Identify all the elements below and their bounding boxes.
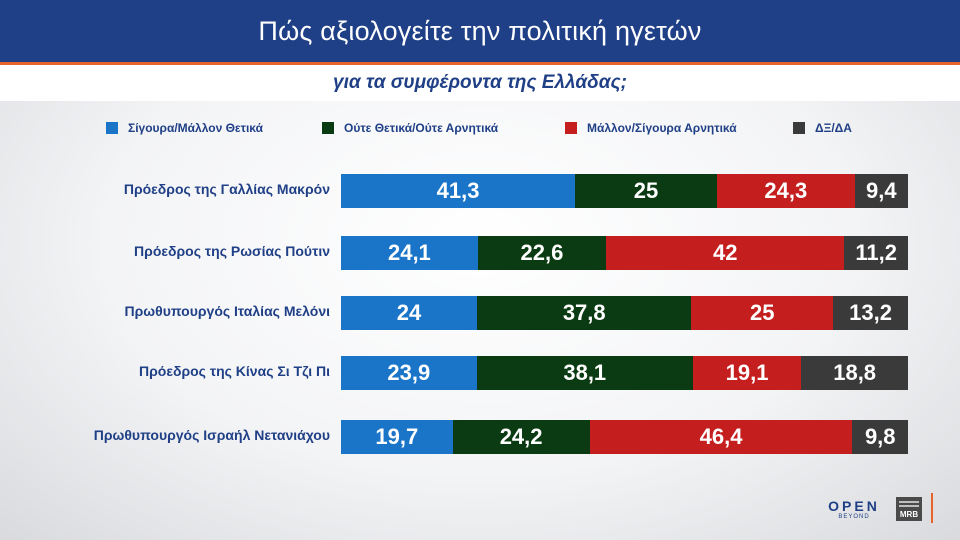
bar-value-label: 24,2 xyxy=(499,424,543,449)
legend-swatch-neutral xyxy=(322,122,334,134)
chart-subtitle: για τα συμφέροντα της Ελλάδας; xyxy=(333,72,627,93)
bar-segment-positive: 41,3 xyxy=(341,174,576,208)
bar-segment-neutral: 25 xyxy=(575,174,717,208)
bar-segment-negative: 25 xyxy=(691,296,834,330)
legend-swatch-positive xyxy=(106,122,118,134)
bar-value-label: 24,1 xyxy=(387,240,431,265)
legend-label-dk-na: ΔΞ/ΔΑ xyxy=(815,121,852,135)
bar-segment-dk-na: 18,8 xyxy=(801,356,908,390)
bar-value-label: 9,4 xyxy=(866,178,897,203)
bar-value-label: 9,8 xyxy=(864,424,896,449)
bar-value-label: 22,6 xyxy=(520,240,564,265)
bar-value-label: 25 xyxy=(633,178,659,203)
bar-value-label: 38,1 xyxy=(563,360,607,385)
brand-accent-mark xyxy=(931,493,933,523)
bar-segment-negative: 24,3 xyxy=(716,174,855,208)
mrb-logo-stripe xyxy=(899,505,919,507)
bar-value-label: 25 xyxy=(750,300,775,325)
bar-value-label: 19,7 xyxy=(375,424,419,449)
title-bar: Πώς αξιολογείτε την πολιτική ηγετών xyxy=(0,0,960,62)
bar-value-label: 41,3 xyxy=(436,178,480,203)
bar-segment-negative: 19,1 xyxy=(692,356,802,390)
legend-item-dk-na: ΔΞ/ΔΑ xyxy=(793,118,852,138)
legend-label-neutral: Ούτε Θετικά/Ούτε Αρνητικά xyxy=(344,121,499,135)
legend-swatch-negative xyxy=(565,122,577,134)
bar-segment-neutral: 22,6 xyxy=(477,236,607,270)
open-beyond-logo: OPEN BEYOND xyxy=(826,499,882,521)
bar-segment-negative: 46,4 xyxy=(589,420,853,454)
bar-segment-dk-na: 13,2 xyxy=(833,296,908,330)
bar-value-label: 19,1 xyxy=(725,360,769,385)
mrb-logo: MRB xyxy=(896,497,922,521)
legend-item-negative: Μάλλον/Σίγουρα Αρνητικά xyxy=(565,118,737,138)
bar-segment-positive: 24 xyxy=(341,296,478,330)
accent-divider xyxy=(0,62,960,65)
bar-segment-negative: 42 xyxy=(606,236,845,270)
row-label: Πρόεδρος της Κίνας Σι Τζι Πι xyxy=(139,363,330,379)
legend-label-negative: Μάλλον/Σίγουρα Αρνητικά xyxy=(587,121,737,135)
bar-value-label: 46,4 xyxy=(699,424,743,449)
mrb-logo-stripe xyxy=(899,501,919,503)
subtitle-bar: για τα συμφέροντα της Ελλάδας; xyxy=(0,65,960,101)
row-label: Πρωθυπουργός Ισραήλ Νετανιάχου xyxy=(93,427,330,443)
bar-value-label: 23,9 xyxy=(387,360,431,385)
bar-value-label: 13,2 xyxy=(849,300,892,325)
legend-item-positive: Σίγουρα/Μάλλον Θετικά xyxy=(106,118,263,138)
bar-value-label: 24 xyxy=(396,300,422,325)
bar-segment-positive: 19,7 xyxy=(341,420,453,454)
bar-segment-positive: 23,9 xyxy=(341,356,477,390)
row-label: Πρόεδρος της Ρωσίας Πούτιν xyxy=(134,243,330,259)
bar-segment-positive: 24,1 xyxy=(341,236,478,270)
legend-swatch-dk-na xyxy=(793,122,805,134)
legend-item-neutral: Ούτε Θετικά/Ούτε Αρνητικά xyxy=(322,118,498,138)
open-logo-subtext: BEYOND xyxy=(838,514,870,520)
bar-value-label: 37,8 xyxy=(562,300,606,325)
row-label: Πρόεδρος της Γαλλίας Μακρόν xyxy=(123,181,330,197)
chart-title: Πώς αξιολογείτε την πολιτική ηγετών xyxy=(258,15,702,46)
legend: Σίγουρα/Μάλλον Θετικά Ούτε Θετικά/Ούτε Α… xyxy=(0,118,960,138)
bar-value-label: 18,8 xyxy=(833,360,877,385)
bar-value-label: 24,3 xyxy=(764,178,808,203)
legend-label-positive: Σίγουρα/Μάλλον Θετικά xyxy=(128,121,263,135)
open-logo-text: OPEN xyxy=(828,498,880,514)
bar-segment-neutral: 24,2 xyxy=(452,420,590,454)
bar-segment-dk-na: 11,2 xyxy=(844,236,908,270)
bar-value-label: 11,2 xyxy=(855,240,897,265)
bar-segment-neutral: 38,1 xyxy=(476,356,693,390)
bar-value-label: 42 xyxy=(712,240,738,265)
row-label: Πρωθυπουργός Ιταλίας Μελόνι xyxy=(124,303,330,319)
bar-segment-dk-na: 9,8 xyxy=(852,420,908,454)
bar-segment-dk-na: 9,4 xyxy=(854,174,908,208)
bar-segment-neutral: 37,8 xyxy=(477,296,692,330)
mrb-logo-text: MRB xyxy=(899,510,919,519)
